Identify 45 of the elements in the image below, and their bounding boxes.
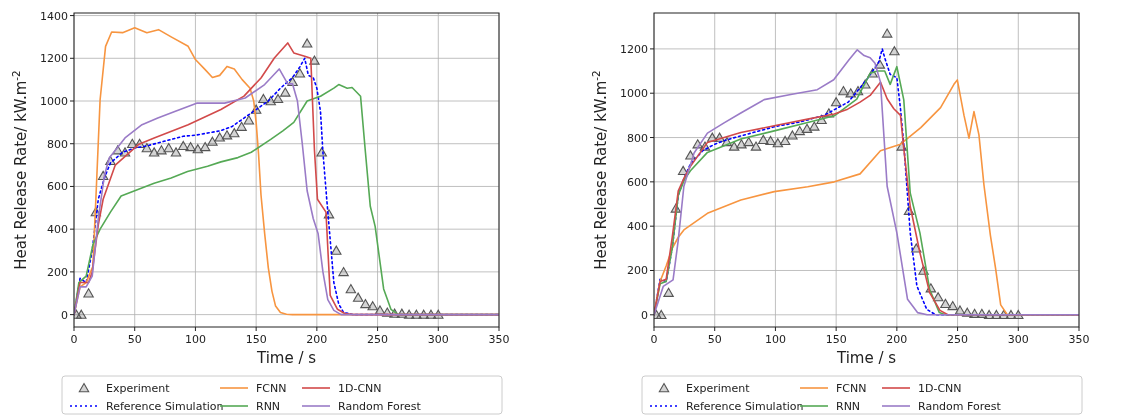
y-tick-label: 0	[61, 308, 68, 322]
legend-label: Random Forest	[918, 400, 1002, 413]
legend-label: RNN	[836, 400, 861, 413]
y-tick-label: 1000	[620, 87, 648, 101]
legend-label: FCNN	[836, 382, 867, 395]
x-tick-label: 100	[184, 333, 206, 346]
x-tick-label: 350	[1068, 333, 1090, 346]
x-tick-label: 300	[1007, 333, 1029, 346]
x-tick-label: 200	[886, 333, 908, 346]
legend-label: 1D-CNN	[338, 382, 382, 395]
legend-label: Reference Simulation	[686, 400, 804, 413]
legend-label: RNN	[256, 400, 281, 413]
y-tick-label: 1000	[40, 95, 68, 109]
legend-label: Experiment	[106, 382, 171, 395]
legend-label: Random Forest	[338, 400, 422, 413]
legend-label: 1D-CNN	[918, 382, 962, 395]
x-tick-label: 50	[127, 333, 142, 346]
x-tick-label: 0	[650, 333, 658, 346]
x-axis-title: Time / s	[835, 349, 897, 367]
y-tick-label: 0	[641, 308, 648, 322]
y-tick-label: 800	[627, 131, 648, 145]
x-tick-label: 250	[947, 333, 969, 346]
y-tick-label: 200	[47, 265, 68, 279]
y-tick-label: 400	[47, 223, 68, 237]
x-tick-label: 0	[70, 333, 78, 346]
legend-label: Reference Simulation	[106, 400, 224, 413]
x-tick-label: 250	[367, 333, 389, 346]
x-tick-label: 50	[707, 333, 722, 346]
x-tick-label: 150	[245, 333, 267, 346]
y-tick-label: 800	[47, 137, 68, 151]
x-tick-label: 200	[306, 333, 328, 346]
y-tick-label: 600	[627, 175, 648, 189]
x-tick-label: 300	[427, 333, 449, 346]
y-tick-label: 600	[47, 180, 68, 194]
y-tick-label: 1400	[40, 9, 68, 23]
y-tick-label: 400	[627, 220, 648, 234]
x-axis-title: Time / s	[255, 349, 317, 367]
y-tick-label: 1200	[40, 52, 68, 66]
x-tick-label: 350	[488, 333, 510, 346]
x-tick-label: 150	[825, 333, 847, 346]
y-tick-label: 200	[627, 264, 648, 278]
legend-label: FCNN	[256, 382, 287, 395]
y-tick-label: 1200	[620, 42, 648, 56]
legend-label: Experiment	[686, 382, 751, 395]
x-tick-label: 100	[764, 333, 786, 346]
